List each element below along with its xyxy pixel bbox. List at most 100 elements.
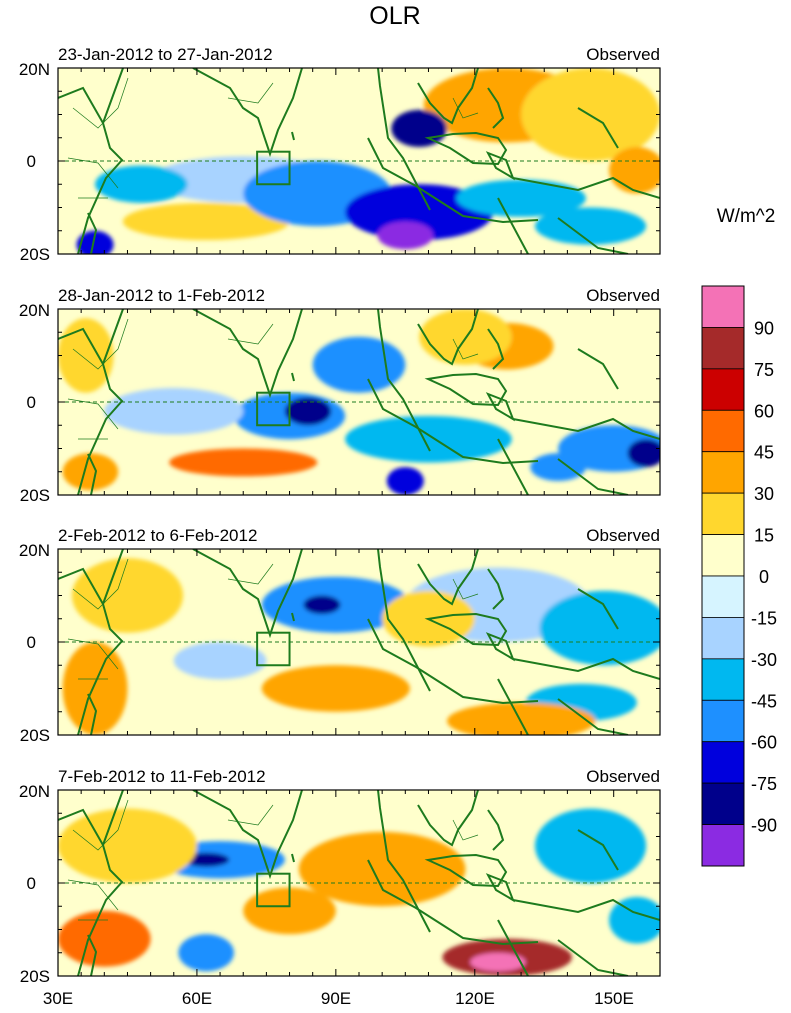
- lat-label-20s: 20S: [20, 726, 50, 745]
- olr-anomaly: [345, 415, 512, 463]
- lon-label: 90E: [321, 989, 351, 1008]
- olr-anomaly: [95, 165, 188, 203]
- olr-anomaly: [609, 147, 660, 194]
- colorbar-label: 75: [754, 360, 774, 380]
- coastlines: [58, 309, 660, 495]
- panel-label: Observed: [586, 45, 660, 64]
- colorbar-label: -30: [751, 650, 777, 670]
- country-borders: [67, 799, 479, 921]
- map-panel: 23-Jan-2012 to 27-Jan-2012 Observed 20N …: [19, 45, 661, 264]
- map-panel: 2-Feb-2012 to 6-Feb-2012 Observed 20N 0 …: [19, 526, 661, 745]
- olr-anomaly: [58, 808, 197, 883]
- map-panel: 28-Jan-2012 to 1-Feb-2012 Observed 20N 0…: [19, 286, 661, 505]
- panel-label: Observed: [586, 767, 660, 786]
- index-box: [256, 391, 291, 427]
- colorbar-label: 30: [754, 484, 774, 504]
- country-borders: [67, 77, 479, 199]
- colorbar-swatch: [701, 327, 745, 370]
- panel-period: 23-Jan-2012 to 27-Jan-2012: [58, 45, 273, 64]
- colorbar-swatch: [701, 285, 745, 328]
- olr-anomaly: [58, 68, 346, 115]
- coastlines: [58, 68, 660, 254]
- lat-label-20n: 20N: [19, 782, 50, 801]
- lon-axis: 30E 60E 90E 120E 150E: [43, 989, 634, 1008]
- lat-label-20n: 20N: [19, 541, 50, 560]
- olr-anomaly: [104, 388, 244, 435]
- colorbar-label: 90: [754, 318, 774, 338]
- olr-anomaly: [530, 453, 586, 482]
- lat-label-20s: 20S: [20, 967, 50, 986]
- colorbar-swatch: [701, 534, 745, 577]
- lat-label-0: 0: [27, 393, 36, 412]
- colorbar-swatches: [701, 285, 745, 867]
- colorbar-swatch: [701, 451, 745, 494]
- colorbar-swatch: [701, 824, 745, 867]
- panel-label: Observed: [586, 286, 660, 305]
- olr-anomaly: [386, 467, 424, 495]
- colorbar-label: -90: [751, 816, 777, 836]
- colorbar-swatch: [701, 741, 745, 784]
- olr-field: [58, 68, 660, 254]
- olr-anomaly: [345, 184, 494, 241]
- colorbar-label: -45: [751, 691, 777, 711]
- colorbar-labels: 90 75 60 45 30 15 0 -15 -30 -45 -60 -75 -90: [751, 318, 777, 835]
- frame-ticks: [57, 548, 661, 736]
- colorbar-swatch: [701, 368, 745, 411]
- colorbar-label: 60: [754, 401, 774, 421]
- olr-anomaly: [71, 558, 184, 633]
- index-box: [256, 631, 291, 667]
- olr-anomaly: [470, 952, 526, 972]
- country-borders: [67, 558, 479, 680]
- lat-label-0: 0: [27, 874, 36, 893]
- colorbar-swatch: [701, 409, 745, 453]
- olr-anomaly: [62, 642, 128, 735]
- map-panel: 7-Feb-2012 to 11-Feb-2012 Observed 20N 0…: [19, 767, 661, 986]
- olr-anomaly: [243, 887, 336, 935]
- lat-label-20n: 20N: [19, 301, 50, 320]
- colorbar-swatch: [701, 699, 745, 743]
- colorbar-label: 15: [754, 526, 774, 546]
- index-box: [256, 150, 291, 186]
- olr-anomaly: [539, 590, 660, 666]
- colorbar-label: -75: [751, 774, 777, 794]
- frame-ticks: [57, 789, 661, 977]
- olr-anomaly: [76, 230, 114, 254]
- olr-field: [58, 808, 660, 976]
- lat-label-20n: 20N: [19, 60, 50, 79]
- olr-anomaly: [169, 448, 318, 477]
- colorbar-label: -15: [751, 608, 777, 628]
- colorbar: 90 75 60 45 30 15 0 -15 -30 -45 -60 -75 -90: [701, 285, 777, 867]
- panel-period: 2-Feb-2012 to 6-Feb-2012: [58, 526, 257, 545]
- lon-label: 30E: [43, 989, 73, 1008]
- olr-anomaly: [173, 642, 267, 680]
- frame-ticks: [57, 308, 661, 496]
- olr-anomaly: [534, 808, 647, 883]
- olr-anomaly: [534, 207, 647, 245]
- olr-anomaly: [261, 665, 410, 712]
- panel-period: 7-Feb-2012 to 11-Feb-2012: [58, 767, 266, 786]
- olr-anomaly: [183, 852, 230, 867]
- panel-label: Observed: [586, 526, 660, 545]
- panel-period: 28-Jan-2012 to 1-Feb-2012: [58, 286, 265, 305]
- olr-anomaly: [58, 318, 114, 393]
- olr-anomaly: [298, 831, 466, 907]
- olr-field: [58, 309, 660, 495]
- colorbar-frame: [701, 285, 745, 867]
- colorbar-swatch: [701, 617, 745, 660]
- colorbar-label: -60: [751, 733, 777, 753]
- olr-anomaly: [122, 202, 290, 241]
- olr-anomaly: [62, 453, 119, 491]
- olr-anomaly: [377, 221, 434, 250]
- olr-anomaly: [312, 336, 406, 393]
- olr-anomaly: [58, 910, 151, 967]
- lat-label-0: 0: [27, 633, 36, 652]
- colorbar-swatch: [701, 492, 745, 535]
- index-box: [256, 872, 291, 908]
- country-borders: [67, 318, 479, 440]
- coastlines: [58, 549, 660, 735]
- coastlines: [58, 790, 660, 976]
- olr-anomaly: [303, 595, 341, 615]
- lon-label: 60E: [182, 989, 212, 1008]
- colorbar-swatch: [701, 658, 745, 701]
- colorbar-label: 0: [759, 567, 769, 587]
